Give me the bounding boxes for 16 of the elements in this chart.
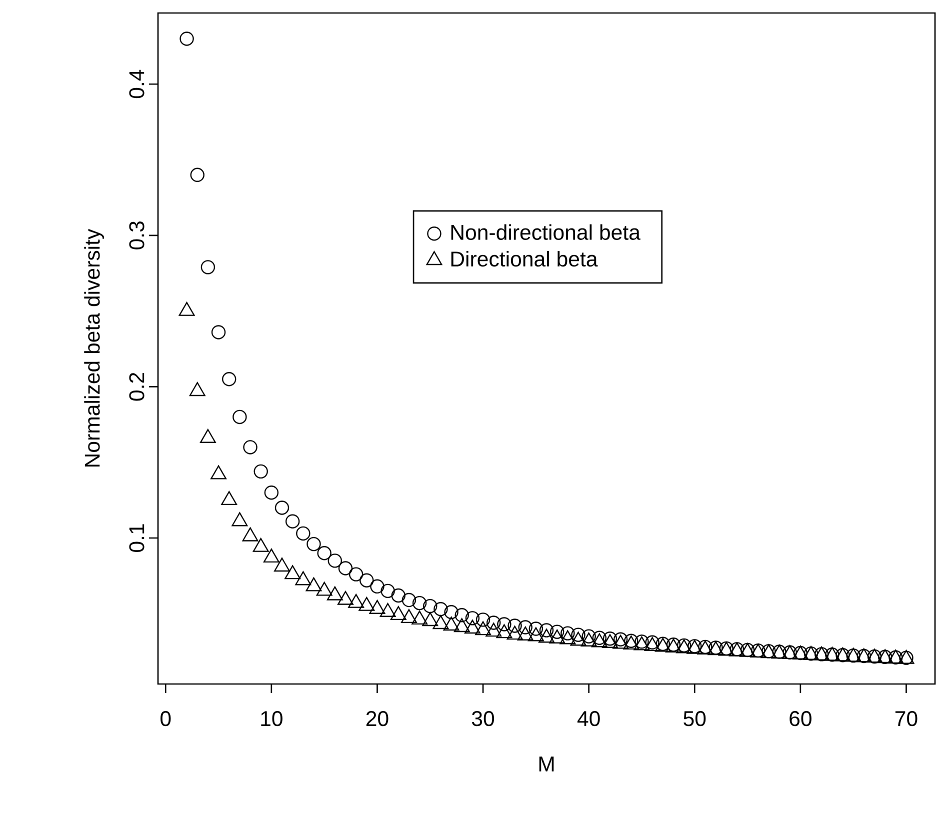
x-tick-label: 30: [472, 711, 494, 726]
x-tick-label: 40: [577, 711, 600, 726]
x-tick-label: 0: [160, 711, 171, 726]
x-tick-label: 20: [366, 711, 388, 726]
y-axis-title: Normalized beta diversity: [84, 228, 104, 466]
x-tick-label: 50: [684, 711, 706, 726]
x-tick-label: 70: [895, 711, 918, 726]
y-tick-label: 0.1: [129, 524, 144, 552]
legend-label: Directional beta: [451, 250, 598, 267]
y-tick-label: 0.4: [129, 70, 144, 98]
x-axis-title: M: [539, 756, 554, 772]
x-tick-label: 60: [790, 711, 812, 726]
y-tick-label: 0.2: [129, 372, 144, 401]
y-tick-label: 0.3: [129, 222, 144, 250]
legend-label: Non-directional beta: [451, 224, 640, 240]
x-tick-label: 10: [261, 711, 282, 726]
